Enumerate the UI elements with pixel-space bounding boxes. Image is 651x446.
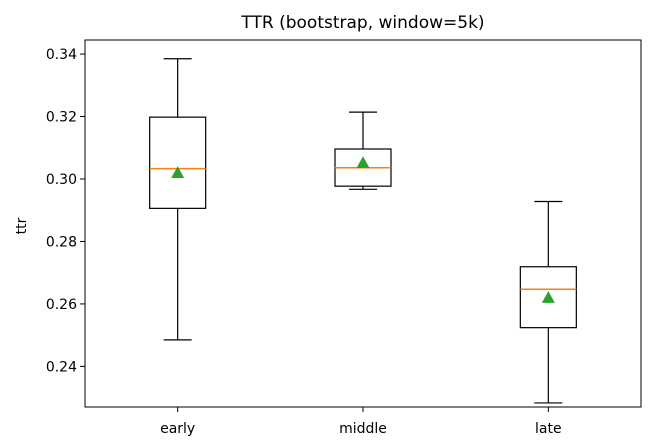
y-tick-label: 0.26 <box>46 297 77 313</box>
iqr-box <box>519 266 577 329</box>
y-tick-label: 0.32 <box>46 110 77 126</box>
y-axis-ticks: 0.24 0.26 0.28 0.30 0.32 0.34 <box>46 47 85 375</box>
box-group <box>149 58 207 341</box>
mean-marker <box>541 291 555 303</box>
y-axis-label: ttr <box>14 217 30 234</box>
chart-title: TTR (bootstrap, window=5k) <box>240 13 484 33</box>
box-group <box>334 111 392 190</box>
mean-marker <box>356 156 370 168</box>
x-tick-label: late <box>535 421 562 437</box>
iqr-box <box>149 116 207 209</box>
y-tick-label: 0.34 <box>46 47 77 63</box>
x-tick-label: early <box>160 421 195 437</box>
y-tick-label: 0.24 <box>46 359 77 375</box>
mean-marker <box>171 166 185 178</box>
plot-area-frame <box>84 39 642 408</box>
x-axis-ticks: early middle late <box>160 407 562 437</box>
box-group <box>519 200 577 404</box>
y-tick-label: 0.30 <box>46 172 77 188</box>
x-tick-label: middle <box>339 421 387 437</box>
y-tick-label: 0.28 <box>46 234 77 250</box>
box-series <box>149 58 577 404</box>
